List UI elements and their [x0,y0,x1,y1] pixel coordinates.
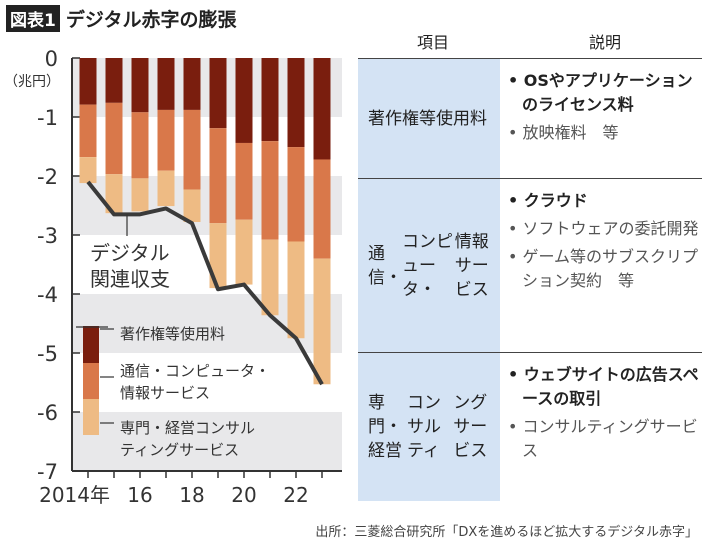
y-tick-label: -3 [37,224,58,248]
bar-segment [261,239,279,316]
item-text: 情報サービス [454,232,489,300]
bar-segment [235,219,253,285]
bar-segment [209,223,227,289]
source-note: 出所：三菱総合研究所「DXを進めるほど拡大するデジタル赤字」 [315,525,698,540]
table-row: 通信・ コンピュータ・ 情報サービス • クラウド • ソフトウェアの委託開発 • ゲーム… [358,178,702,353]
bar-segment [313,58,331,160]
header-item: 項目 [416,33,449,52]
bar-segment [209,128,227,224]
item-text: 通信・ [368,244,402,288]
x-tick-label: 22 [283,483,308,507]
description-item: • コンサルティングサービス [508,417,698,460]
row-item: 専門・経営 コンサルティ ングサービス [358,353,500,501]
item-text: ングサービス [453,393,488,461]
bar-segment [235,58,253,143]
description-item: • ソフトウェアの委託開発 [508,219,699,238]
x-tick-label: 20 [231,483,256,507]
bar-segment [105,102,123,175]
legend-swatch [83,399,99,435]
legend-label: 通信・コンピュータ・ [120,362,270,380]
y-tick-label: -2 [37,165,58,189]
item-text: コンサルティ [406,393,441,461]
bar-segment [79,157,97,184]
row-item: 著作権等 使用料 [358,59,500,179]
legend-label: 著作権等使用料 [120,325,225,343]
bar-segment [157,58,175,110]
table-row: 著作権等 使用料 • OSやアプリケーションのライセンス料 • 放映権料 等 [358,58,702,179]
y-tick-label: -5 [37,342,58,366]
bar-segment [79,104,97,158]
title-text: デジタル赤字の膨張 [65,9,237,31]
grid-band [72,412,342,471]
line-label: デジタル [90,241,170,265]
description-item: • 放映権料 等 [508,123,619,142]
unit-label: （兆円） [4,74,60,90]
row-description: • クラウド • ソフトウェアの委託開発 • ゲーム等のサブスクリプション契約 等 [508,189,702,297]
bar-segment [235,142,253,220]
line-label: 関連収支 [90,267,170,291]
description-item: • ウェブサイトの広告スペースの取引 [508,365,699,408]
bar-segment [287,147,305,242]
y-tick-label: -1 [37,106,58,130]
legend-label: 専門・経営コンサル [120,419,255,437]
legend-label: ティングサービス [120,441,239,459]
bar-segment [209,58,227,129]
x-tick-label: 18 [179,483,204,507]
chart: 0 -1 -2 -3 -4 -5 -6 -7 （兆円） 2014年 16 18 20 22 デジタル関連収支… [4,47,342,507]
bar-segment [157,109,175,171]
y-tick-label: -6 [37,401,58,425]
legend-swatch [83,326,99,363]
bar-segment [313,258,331,385]
bar-segment [105,58,123,103]
row-description: • ウェブサイトの広告スペースの取引 • コンサルティングサービス [508,363,702,467]
row-item: 通信・ コンピュータ・ 情報サービス [358,179,500,353]
item-text: 専門・経営 [368,393,402,461]
description-item: • ゲーム等のサブスクリプション契約 等 [508,247,699,290]
bar-segment [313,159,331,259]
bar-segment [183,189,201,223]
figure-title: 図表1 デジタル赤字の膨張 [6,5,236,32]
bar-segment [261,141,279,240]
item-text: コンピュータ・ [402,232,453,300]
header-description: 説明 [588,33,621,52]
bar-segment [183,109,201,190]
bar-segment [79,58,97,105]
bar-segment [131,178,149,212]
description-item: • OSやアプリケーションのライセンス料 [508,71,693,114]
bar-segment [261,58,279,142]
y-tick-label: 0 [45,47,58,71]
y-tick-label: -4 [37,283,58,307]
legend-label: 情報サービス [120,384,210,402]
item-text: 使用料 [436,109,487,129]
x-tick-label: 16 [127,483,152,507]
bar-segment [287,58,305,148]
bar-segment [105,174,123,214]
bar-segment [131,58,149,113]
bar-segment [157,170,175,207]
x-tick-label: 2014年 [39,483,110,507]
item-text: 著作権等 [368,109,436,129]
bar-segment [131,112,149,179]
figure-badge: 図表1 [6,5,60,32]
table-row: 専門・経営 コンサルティ ングサービス • ウェブサイトの広告スペースの取引 • コンサ… [358,352,702,501]
bar-segment [183,58,201,110]
row-description: • OSやアプリケーションのライセンス料 • 放映権料 等 [508,69,702,149]
description-item: • クラウド [508,191,588,210]
y-tick-label: -7 [37,460,58,484]
legend-swatch [83,363,99,399]
bar-segment [287,241,305,339]
